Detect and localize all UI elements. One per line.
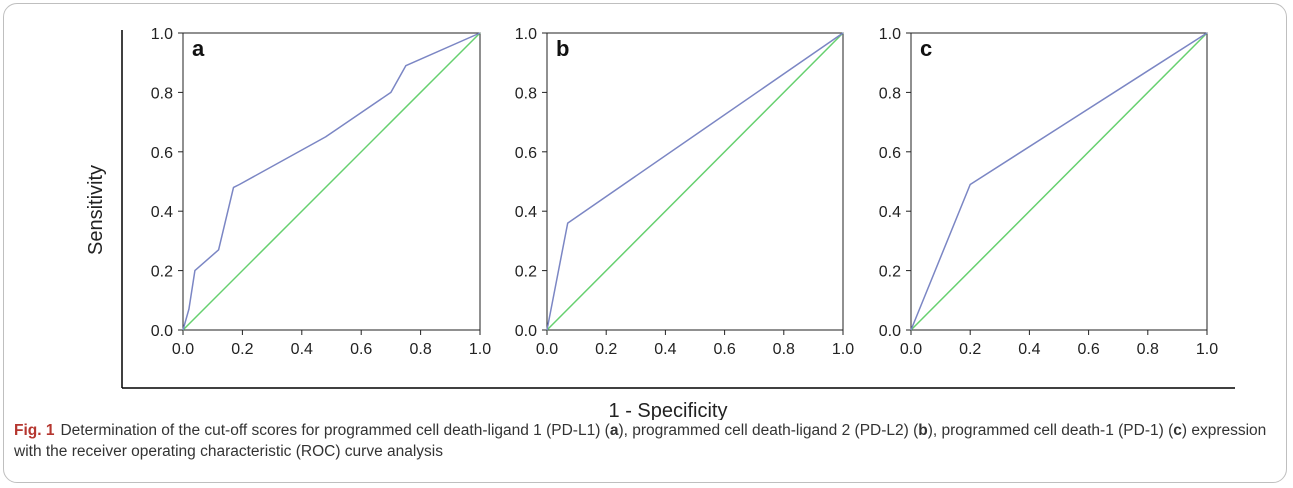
- y-tick-label: 0.4: [879, 204, 901, 221]
- y-tick-label: 0.0: [879, 323, 901, 340]
- reference-line-a: [182, 32, 481, 331]
- plot-frame-b: [546, 32, 844, 331]
- caption-panel-letter-a: a: [609, 422, 619, 439]
- x-tick-label: 0.6: [350, 341, 372, 358]
- caption-panel-letter-b: b: [918, 422, 928, 439]
- chart-panels: 0.0 0.2 0.4 0.6 0.8 1.00.00.20.40.60.81.0a0.0…: [151, 26, 1218, 358]
- caption-text-part4: ) expression with the receiver operating…: [14, 422, 1267, 460]
- caption-text-part2: ), programmed cell death-ligand 2 (PD-L2…: [618, 422, 919, 439]
- outer-axes: [121, 30, 1235, 389]
- y-tick-label: 0.4: [151, 204, 173, 221]
- x-tick-label: 0.8: [409, 341, 431, 358]
- plot-frame-c: [910, 32, 1208, 331]
- x-tick-label: 1.0: [469, 341, 491, 358]
- y-tick-label: 1.0: [879, 26, 901, 43]
- caption-panel-letter-c: c: [1173, 422, 1182, 439]
- roc-curve-c: [910, 32, 1208, 331]
- y-tick-label: 1.0: [151, 26, 173, 43]
- panel-letter-c: c: [920, 36, 932, 61]
- y-tick-label: 0.4: [515, 204, 537, 221]
- roc-curve-a: [182, 32, 481, 331]
- figure-frame: [3, 3, 1287, 483]
- y-tick-label: 1.0: [515, 26, 537, 43]
- x-tick-label: 0.0: [172, 341, 194, 358]
- plot-frame-a: [182, 32, 481, 331]
- x-tick-label: 0.6: [713, 341, 735, 358]
- roc-figure: Sensitivity 1 - Specificity 0.0 0.2 0.4 0.6…: [85, 26, 1235, 420]
- y-tick-label: 0.2: [515, 264, 537, 281]
- y-tick-label: 0.6: [151, 145, 173, 162]
- y-tick-label: 0.8: [515, 85, 537, 102]
- x-tick-label: 0.2: [231, 341, 253, 358]
- y-tick-label: 0.2: [151, 264, 173, 281]
- y-axis-title: Sensitivity: [85, 165, 107, 255]
- x-tick-label: 1.0: [1196, 341, 1218, 358]
- caption-text-part3: ), programmed cell death-1 (PD-1) (: [927, 422, 1174, 439]
- y-tick-label: 0.8: [879, 85, 901, 102]
- reference-line-c: [910, 32, 1208, 331]
- x-tick-label: 0.6: [1077, 341, 1099, 358]
- y-tick-label: 0.0: [151, 323, 173, 340]
- panel-letter-b: b: [556, 36, 569, 61]
- x-tick-label: 0.8: [773, 341, 795, 358]
- caption-text-part1: Determination of the cut-off scores for …: [60, 422, 610, 439]
- y-tick-label: 0.6: [515, 145, 537, 162]
- x-tick-label: 0.4: [654, 341, 676, 358]
- y-tick-label: 0.2: [879, 264, 901, 281]
- x-tick-label: 0.2: [959, 341, 981, 358]
- x-tick-label: 0.4: [1018, 341, 1040, 358]
- panel-a: 0.0 0.2 0.4 0.6 0.8 1.0 0.0 0.2 0.4 0.6 0.8 1.0 a: [151, 26, 491, 358]
- panel-b: 0.0 0.2 0.4 0.6 0.8 1.0 0.0 0.2 0.4 0.6 0.8 1.0 b: [515, 26, 854, 358]
- x-tick-label: 0.8: [1137, 341, 1159, 358]
- x-tick-label: 0.0: [900, 341, 922, 358]
- caption-figure-label: Fig. 1: [14, 422, 55, 439]
- x-tick-label: 0.4: [291, 341, 313, 358]
- y-tick-label: 0.8: [151, 85, 173, 102]
- panel-c: 0.0 0.2 0.4 0.6 0.8 1.0 0.0 0.2 0.4 0.6 0.8 1.0 c: [879, 26, 1218, 358]
- x-tick-label: 0.2: [595, 341, 617, 358]
- x-tick-label: 1.0: [832, 341, 854, 358]
- y-tick-label: 0.0: [515, 323, 537, 340]
- x-tick-label: 0.0: [536, 341, 558, 358]
- roc-curve-b: [546, 32, 844, 331]
- panel-letter-a: a: [192, 36, 205, 61]
- y-tick-label: 0.6: [879, 145, 901, 162]
- reference-line-b: [546, 32, 844, 331]
- figure-caption: Fig. 1 Determination of the cut-off score…: [14, 420, 1274, 462]
- x-axis-title: 1 - Specificity: [609, 400, 728, 420]
